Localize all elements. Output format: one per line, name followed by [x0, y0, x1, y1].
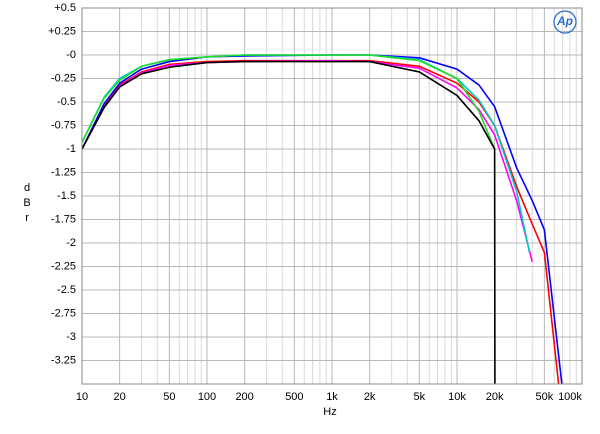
y-tick-label: +0.5 — [54, 2, 76, 14]
logo-ring — [553, 10, 577, 34]
x-axis-label: Hz — [323, 406, 336, 418]
y-tick-label: -2.75 — [51, 307, 76, 319]
y-tick-label: -2 — [66, 237, 76, 249]
x-tick-label: 50k — [535, 391, 553, 403]
x-tick-label: 50 — [163, 391, 175, 403]
plot-frame — [81, 7, 583, 385]
x-tick-label: 5k — [414, 391, 426, 403]
y-tick-label: -3 — [66, 331, 76, 343]
series-line — [82, 54, 496, 150]
y-tick-label: -0.25 — [51, 72, 76, 84]
x-tick-label: 200 — [235, 391, 253, 403]
y-tick-label: -2.25 — [51, 260, 76, 272]
y-tick-label: -0 — [66, 49, 76, 61]
y-axis-label: dBr — [21, 182, 33, 227]
x-tick-label: 20k — [486, 391, 504, 403]
x-tick-label: 10 — [76, 391, 88, 403]
x-tick-label: 100k — [558, 391, 582, 403]
y-tick-label: -2.5 — [57, 284, 76, 296]
plot-lines — [82, 54, 563, 384]
y-tick-label: -1 — [66, 143, 76, 155]
logo: Ap — [556, 14, 573, 28]
series-line — [82, 59, 560, 384]
x-tick-label: 500 — [285, 391, 303, 403]
y-tick-label: -0.5 — [57, 96, 76, 108]
x-tick-label: 20 — [114, 391, 126, 403]
x-tick-label: 2k — [364, 391, 376, 403]
series-line — [82, 60, 496, 384]
x-tick-label: 10k — [448, 391, 466, 403]
y-tick-label: -1.25 — [51, 166, 76, 178]
y-tick-label: +0.25 — [48, 25, 76, 37]
y-tick-label: -1.75 — [51, 213, 76, 225]
y-tick-label: -1.5 — [57, 190, 76, 202]
x-tick-label: 100 — [198, 391, 216, 403]
series-line — [82, 59, 534, 262]
y-tick-label: -3.25 — [51, 354, 76, 366]
x-tick-label: 1k — [326, 391, 338, 403]
y-tick-label: -0.75 — [51, 119, 76, 131]
